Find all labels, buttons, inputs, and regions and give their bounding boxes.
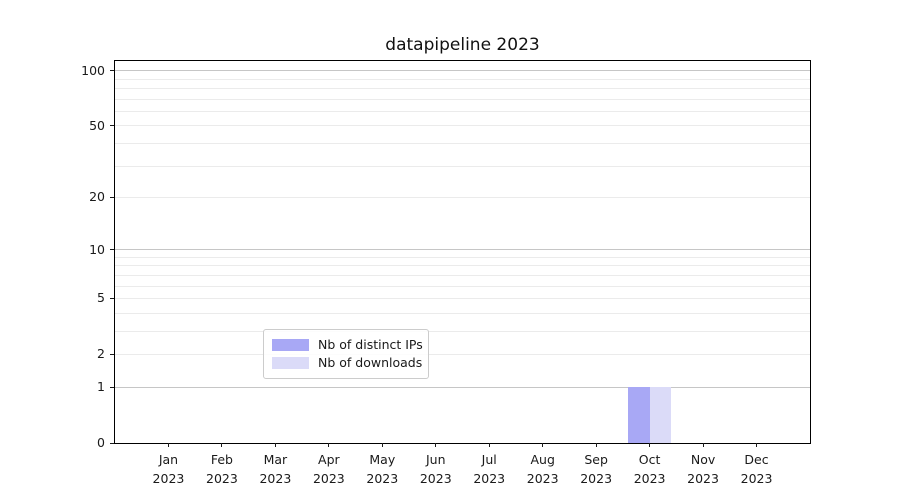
x-tick-label-aug-2023: Aug 2023: [526, 452, 559, 486]
x-tick-label-mar-2023: Mar 2023: [259, 452, 292, 486]
legend-swatch-downloads: [272, 356, 309, 369]
x-tick-label-may-2023: May 2023: [366, 452, 399, 486]
y-tick-100: [110, 70, 114, 72]
x-tick-aug-2023: [542, 443, 544, 447]
gridline-y-50: [115, 125, 810, 127]
gridline-y-100: [115, 70, 810, 72]
bar-nb-of-downloads-oct-2023: [649, 387, 671, 443]
x-tick-oct-2023: [649, 443, 651, 447]
x-tick-label-nov-2023: Nov 2023: [687, 452, 719, 486]
legend-entry-downloads: Nb of downloads: [272, 354, 423, 371]
x-tick-label-sep-2023: Sep 2023: [580, 452, 613, 486]
gridline-y-30: [115, 165, 810, 167]
x-tick-sep-2023: [595, 443, 597, 447]
gridline-y-8: [115, 265, 810, 267]
y-tick-0: [110, 442, 114, 444]
y-tick-50: [110, 125, 114, 127]
x-tick-jun-2023: [435, 443, 437, 447]
y-tick-label-20: 20: [89, 189, 105, 205]
x-tick-dec-2023: [756, 443, 758, 447]
y-tick-5: [110, 297, 114, 299]
y-tick-label-50: 50: [89, 117, 105, 133]
y-tick-1: [110, 386, 114, 388]
x-tick-apr-2023: [328, 443, 330, 447]
plot-area: 0 1 2 5 10 20 50 100 Jan 2023 Feb 2023 Mar 2023 Apr…: [81, 60, 811, 486]
x-tick-label-jul-2023: Jul 2023: [473, 452, 506, 486]
x-tick-label-feb-2023: Feb 2023: [206, 452, 238, 486]
legend: Nb of distinct IPs Nb of downloads: [263, 329, 429, 379]
legend-label-downloads: Nb of downloads: [318, 355, 423, 370]
x-tick-nov-2023: [702, 443, 704, 447]
y-tick-label-1: 1: [97, 379, 105, 395]
gridline-y-60: [115, 110, 810, 112]
gridline-y-4: [115, 312, 810, 314]
gridline-y-9: [115, 256, 810, 258]
legend-swatch-distinct-ips: [272, 338, 309, 351]
gridline-y-80: [115, 88, 810, 90]
bar-nb-of-distinct-ips-oct-2023: [628, 387, 650, 443]
x-tick-feb-2023: [221, 443, 223, 447]
gridline-y-2: [115, 353, 810, 355]
x-tick-may-2023: [381, 443, 383, 447]
legend-label-distinct-ips: Nb of distinct IPs: [318, 337, 423, 352]
y-tick-label-2: 2: [97, 346, 105, 362]
x-tick-label-dec-2023: Dec 2023: [740, 452, 773, 486]
gridline-y-70: [115, 98, 810, 100]
x-tick-label-jan-2023: Jan 2023: [152, 452, 185, 486]
x-tick-jan-2023: [167, 443, 169, 447]
gridline-y-7: [115, 274, 810, 276]
gridline-y-5: [115, 297, 810, 299]
gridline-y-90: [115, 78, 810, 80]
legend-entry-distinct-ips: Nb of distinct IPs: [272, 336, 423, 353]
x-tick-label-apr-2023: Apr 2023: [312, 452, 345, 486]
x-tick-label-oct-2023: Oct 2023: [633, 452, 666, 486]
y-tick-label-0: 0: [97, 435, 105, 450]
gridline-y-3: [115, 330, 810, 332]
chart-title: datapipeline 2023: [385, 35, 540, 55]
x-tick-jul-2023: [488, 443, 490, 447]
gridline-y-10: [115, 249, 810, 251]
gridline-y-6: [115, 285, 810, 287]
gridline-y-40: [115, 142, 810, 144]
x-tick-label-jun-2023: Jun 2023: [419, 452, 452, 486]
y-tick-20: [110, 196, 114, 198]
gridline-y-20: [115, 196, 810, 198]
gridline-y-1: [115, 386, 810, 388]
y-tick-label-100: 100: [81, 62, 105, 78]
x-tick-mar-2023: [274, 443, 276, 447]
y-tick-10: [110, 249, 114, 251]
y-tick-label-10: 10: [89, 241, 105, 257]
y-tick-2: [110, 353, 114, 355]
y-tick-label-5: 5: [97, 290, 105, 306]
